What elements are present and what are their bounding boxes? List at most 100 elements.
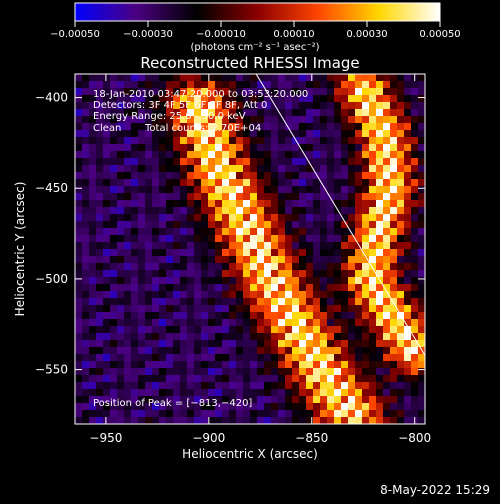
heatmap-cell [418,123,425,131]
heatmap-cell [341,354,349,362]
heatmap-cell [180,228,188,236]
heatmap-cell [355,305,363,313]
heatmap-cell [376,263,384,271]
heatmap-cell [131,326,139,334]
heatmap-cell [278,109,286,117]
heatmap-cell [390,375,398,383]
heatmap-cell [257,277,265,285]
heatmap-cell [187,256,195,264]
heatmap-cell [103,403,111,411]
heatmap-cell [418,326,425,334]
heatmap-cell [138,382,146,390]
heatmap-cell [383,410,391,418]
heatmap-cell [145,354,153,362]
heatmap-cell [285,186,293,194]
heatmap-cell [320,417,328,424]
heatmap-cell [110,172,118,180]
heatmap-cell [180,333,188,341]
heatmap-cell [278,172,286,180]
heatmap-cell [236,298,244,306]
heatmap-cell [383,242,391,250]
heatmap-cell [257,242,265,250]
heatmap-cell [124,74,132,82]
heatmap-cell [159,151,167,159]
heatmap-cell [411,221,419,229]
heatmap-cell [383,137,391,145]
heatmap-cell [341,116,349,124]
heatmap-cell [327,172,335,180]
heatmap-cell [334,74,342,82]
colorbar-ticks: −0.00050 −0.00030 −0.00010 0.00010 0.00030 0.… [50,21,461,40]
heatmap-cell [180,242,188,250]
heatmap-cell [96,340,104,348]
heatmap-cell [285,228,293,236]
heatmap-cell [89,410,97,418]
heatmap-cell [334,137,342,145]
heatmap-cell [166,375,174,383]
heatmap-cell [89,242,97,250]
heatmap-cell [285,382,293,390]
heatmap-cell [243,326,251,334]
heatmap-cell [306,221,314,229]
heatmap-cell [159,172,167,180]
heatmap-cell [131,81,139,89]
heatmap-cell [383,333,391,341]
heatmap-cell [201,207,209,215]
heatmap-cell [334,277,342,285]
heatmap-cell [285,298,293,306]
heatmap-cell [215,81,223,89]
heatmap-cell [306,375,314,383]
heatmap-cell [96,116,104,124]
heatmap-cell [229,137,237,145]
heatmap-cell [194,375,202,383]
heatmap-cell [285,144,293,152]
heatmap-cell [320,207,328,215]
heatmap-cell [236,144,244,152]
heatmap-cell [159,193,167,201]
heatmap-cell [327,403,335,411]
heatmap-cell [369,403,377,411]
heatmap-cell [397,326,405,334]
heatmap-cell [348,74,356,82]
heatmap-cell [250,165,258,173]
heatmap-cell [96,277,104,285]
heatmap-cell [278,116,286,124]
heatmap-cell [264,298,272,306]
heatmap-cell [397,417,405,424]
heatmap-cell [383,263,391,271]
heatmap-cell [278,291,286,299]
heatmap-cell [166,312,174,320]
heatmap-cell [236,389,244,397]
heatmap-cell [313,305,321,313]
heatmap-cell [243,249,251,257]
heatmap-cell [327,81,335,89]
heatmap-cell [124,123,132,131]
heatmap-cell [229,116,237,124]
heatmap-cell [89,298,97,306]
heatmap-cell [334,326,342,334]
heatmap-cell [208,382,216,390]
heatmap-cell [159,235,167,243]
heatmap-cell [411,298,419,306]
heatmap-cell [124,116,132,124]
heatmap-cell [243,102,251,110]
heatmap-cell [299,403,307,411]
heatmap-cell [117,249,125,257]
heatmap-cell [145,361,153,369]
heatmap-cell [152,277,160,285]
heatmap-cell [411,333,419,341]
heatmap-cell [82,242,90,250]
heatmap-cell [418,144,425,152]
heatmap-cell [362,291,370,299]
heatmap-cell [208,200,216,208]
heatmap-cell [222,137,230,145]
heatmap-cell [166,95,174,103]
heatmap-cell [376,298,384,306]
heatmap-cell [152,256,160,264]
heatmap-cell [215,340,223,348]
heatmap-cell [278,312,286,320]
heatmap-cell [194,179,202,187]
heatmap-cell [117,193,125,201]
heatmap-cell [187,410,195,418]
heatmap-cell [390,81,398,89]
